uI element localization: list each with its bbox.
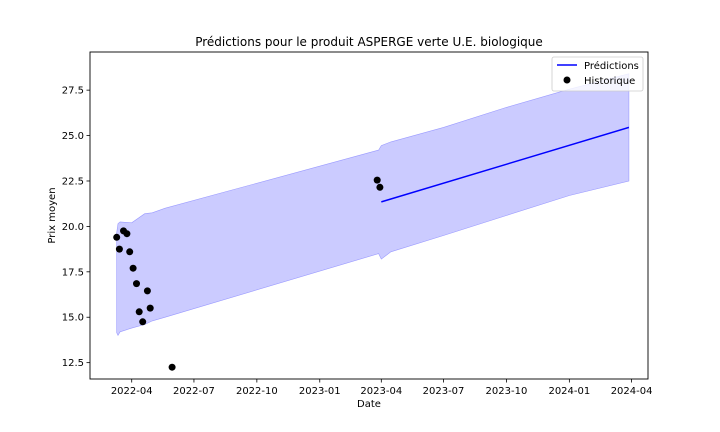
x-tick-label: 2024-01 xyxy=(548,386,590,397)
y-axis: 12.5 15.0 17.5 20.0 22.5 25.0 27.5 xyxy=(62,86,90,369)
history-point xyxy=(139,318,147,326)
x-axis-label: Date xyxy=(357,399,381,410)
x-tick-label: 2023-04 xyxy=(360,386,402,397)
x-tick-label: 2023-01 xyxy=(299,386,341,397)
x-axis: 2022-04 2022-07 2022-10 2023-01 2023-04 2023-… xyxy=(111,379,653,397)
history-point xyxy=(373,176,381,184)
y-tick-label: 20.0 xyxy=(62,222,84,233)
y-tick-label: 17.5 xyxy=(62,267,84,278)
history-point xyxy=(376,183,384,191)
x-tick-label: 2023-07 xyxy=(423,386,465,397)
history-point xyxy=(135,308,143,316)
chart-title: Prédictions pour le produit ASPERGE vert… xyxy=(195,35,543,49)
history-point xyxy=(113,233,121,241)
y-tick-label: 25.0 xyxy=(62,131,84,142)
x-tick-label: 2023-10 xyxy=(486,386,528,397)
history-point xyxy=(126,248,134,256)
history-point xyxy=(146,304,154,312)
y-tick-label: 27.5 xyxy=(62,86,84,97)
y-tick-label: 22.5 xyxy=(62,176,84,187)
y-axis-label: Prix moyen xyxy=(47,187,58,243)
prediction-line xyxy=(381,126,630,203)
history-point xyxy=(123,230,131,238)
y-tick-label: 15.0 xyxy=(62,313,84,324)
x-tick-label: 2022-10 xyxy=(236,386,278,397)
x-tick-label: 2022-07 xyxy=(173,386,215,397)
history-point xyxy=(143,287,151,295)
legend: Prédictions Historique xyxy=(551,56,644,92)
x-tick-label: 2024-04 xyxy=(611,386,653,397)
history-point xyxy=(168,363,176,371)
plot-area xyxy=(113,73,630,371)
history-point xyxy=(129,264,137,272)
legend-prediction-label: Prédictions xyxy=(584,60,639,72)
legend-history-swatch xyxy=(563,76,571,84)
x-tick-label: 2022-04 xyxy=(111,386,153,397)
confidence-band xyxy=(116,73,630,337)
history-point xyxy=(115,245,123,253)
history-point xyxy=(133,280,140,288)
legend-history-label: Historique xyxy=(584,76,635,87)
y-tick-label: 12.5 xyxy=(62,358,84,369)
axes-frame xyxy=(89,51,649,380)
